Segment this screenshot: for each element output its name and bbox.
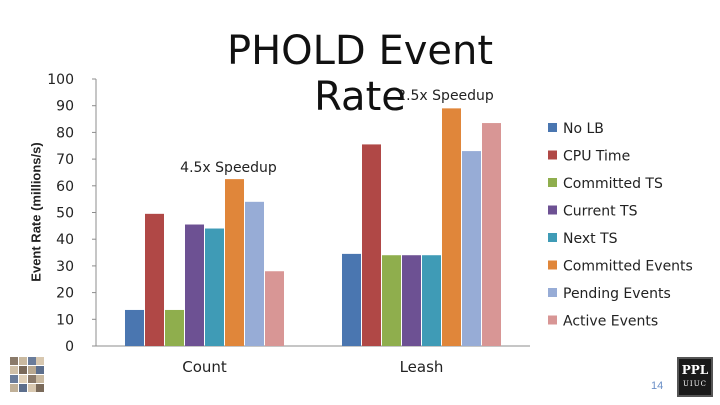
bar-count-committed-ts: [165, 309, 184, 346]
bar-count-pending-events: [245, 201, 264, 346]
chart-title: PHOLD Event Rate: [226, 28, 494, 120]
y-tick-label: 30: [56, 259, 74, 275]
legend-label: Committed Events: [563, 259, 693, 275]
x-category-label: Count: [182, 358, 227, 376]
legend-label: Pending Events: [563, 286, 671, 302]
bar-leash-active-events: [482, 123, 501, 347]
y-tick-label: 90: [56, 99, 74, 115]
bar-count-no-lb: [125, 309, 144, 346]
bar-leash-current-ts: [402, 255, 421, 346]
legend-label: Active Events: [563, 314, 658, 330]
legend-label: Next TS: [563, 231, 618, 247]
page-number: 14: [651, 380, 664, 392]
bar-leash-cpu-time: [362, 144, 381, 346]
bar-count-committed-events: [225, 179, 244, 346]
bar-count-cpu-time: [145, 213, 164, 346]
annotation-text: 4.5x Speedup: [180, 160, 277, 176]
y-tick-label: 0: [65, 339, 74, 355]
legend-swatch: [548, 123, 557, 132]
y-tick-label: 10: [56, 312, 74, 328]
legend-label: No LB: [563, 121, 604, 137]
y-tick-label: 20: [56, 286, 74, 302]
bar-leash-pending-events: [462, 151, 481, 346]
y-tick-label: 70: [56, 152, 74, 168]
x-category-label: Leash: [400, 358, 444, 376]
bar-leash-committed-ts: [382, 255, 401, 346]
bar-count-next-ts: [205, 228, 224, 346]
y-tick-label: 60: [56, 179, 74, 195]
bar-count-current-ts: [185, 224, 204, 346]
y-tick-label: 50: [56, 206, 74, 222]
y-tick-label: 80: [56, 125, 74, 141]
ppl-logo: PPL UIUC: [677, 357, 713, 397]
bar-leash-committed-events: [442, 108, 461, 347]
legend-label: Current TS: [563, 204, 638, 220]
legend-swatch: [548, 178, 557, 187]
legend-label: CPU Time: [563, 149, 630, 165]
bar-count-active-events: [265, 271, 284, 346]
legend-swatch: [548, 315, 557, 325]
logo-bottom-text: UIUC: [683, 380, 707, 388]
legend-swatch: [548, 205, 557, 215]
logo-top-text: PPL: [681, 363, 709, 377]
legend-swatch: [548, 150, 557, 160]
y-axis-label: Event Rate (millions/s): [28, 142, 44, 282]
annotation-text: 2.5x Speedup: [397, 88, 494, 104]
legend-swatch: [548, 233, 557, 242]
legend-swatch: [548, 260, 557, 270]
mosaic-logo-icon: [10, 357, 44, 392]
legend-swatch: [548, 288, 557, 297]
y-tick-label: 100: [47, 72, 74, 88]
y-tick-label: 40: [56, 232, 74, 248]
bar-leash-next-ts: [422, 255, 441, 346]
legend-label: Committed TS: [563, 176, 663, 192]
bar-leash-no-lb: [342, 253, 361, 346]
